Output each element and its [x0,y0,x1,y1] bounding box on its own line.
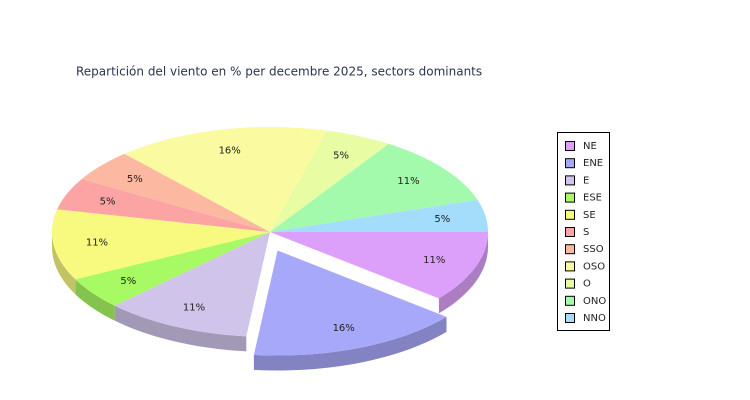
legend-swatch [565,261,575,272]
slice-label: 11% [423,255,445,266]
legend-swatch [565,278,575,289]
slice [270,130,389,232]
slice [114,232,270,337]
legend-label: O [583,279,591,290]
legend-swatch [565,209,575,220]
legend-swatch [565,244,575,255]
legend-label: SE [583,210,596,221]
slice-side [75,279,115,321]
legend-swatch [565,141,575,151]
slice [75,232,270,306]
slice [81,153,270,232]
slice-side [438,232,488,314]
chart-title: Repartición del viento en % per decembre… [76,65,482,79]
slice [124,127,327,232]
legend-label: NNO [583,313,606,324]
slice-label: 5% [333,150,349,161]
legend-label: ESE [583,193,602,204]
legend-swatch [565,158,575,169]
legend-label: SSO [583,244,604,255]
legend-swatch [565,192,575,203]
slice-side [52,232,76,295]
slice-label: 5% [100,196,116,207]
slice-label: 11% [86,237,108,248]
legend-label: NE [583,141,597,152]
slice [52,209,270,280]
legend-label: S [583,227,589,238]
slice [270,199,488,232]
slice-label: 5% [120,276,136,287]
slice [270,143,478,232]
slice-label: 11% [183,303,205,314]
slice [57,179,270,232]
legend-swatch [565,313,575,323]
slice [270,232,488,299]
legend-label: OSO [583,261,605,272]
slice-label: 5% [434,214,450,225]
legend-swatch [565,175,575,186]
slice-side [253,316,447,371]
slice-label: 5% [127,174,143,185]
slice-label: 11% [397,176,419,187]
slice-label: 16% [219,145,241,156]
legend-swatch [565,227,575,237]
legend-swatch [565,295,575,306]
slice [253,250,447,356]
legend-label: ONO [583,296,606,307]
legend-label: ENE [583,158,603,169]
slice-side [114,305,247,352]
legend-label: E [583,175,589,186]
slice-label: 16% [333,323,355,334]
